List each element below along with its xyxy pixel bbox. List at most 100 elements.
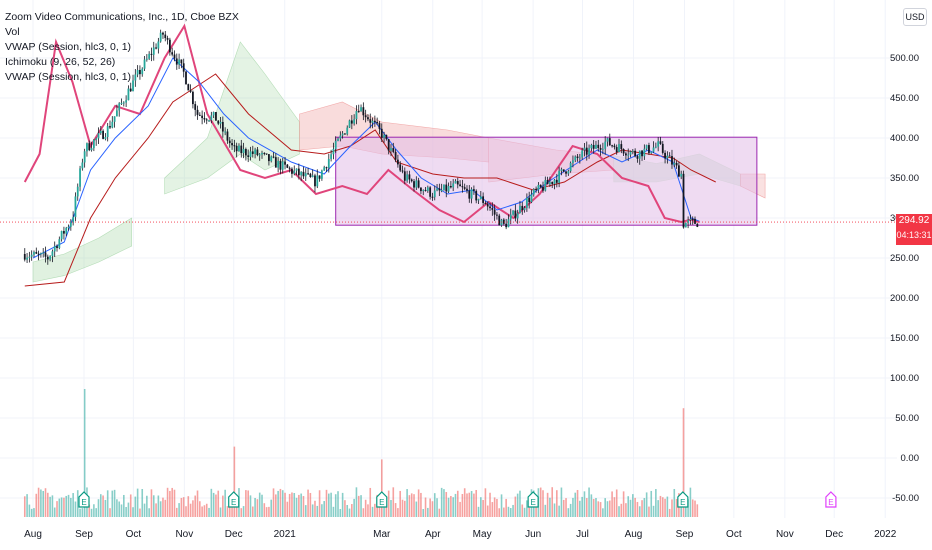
candle-body <box>235 145 238 152</box>
volume-bar <box>81 508 84 517</box>
volume-bar <box>256 499 259 517</box>
legend-vwap-1[interactable]: VWAP (Session, hlc3, 0, 1) <box>5 41 132 53</box>
volume-bar <box>233 446 236 517</box>
candle-body <box>33 252 35 255</box>
earnings-icon[interactable] <box>376 491 388 508</box>
volume-bar <box>491 502 494 517</box>
volume-bar <box>357 495 360 517</box>
volume-bar <box>49 496 51 517</box>
candle-body <box>449 186 452 188</box>
candle-body <box>383 134 385 138</box>
candle-body <box>562 169 565 172</box>
earnings-icon[interactable] <box>78 491 90 508</box>
volume-bar <box>173 489 176 517</box>
earnings-icon-label: E <box>379 498 384 507</box>
earnings-icon[interactable] <box>677 491 689 508</box>
currency-button[interactable]: USD <box>903 8 927 26</box>
legend-title[interactable]: Zoom Video Communications, Inc., 1D, Cbo… <box>5 11 239 23</box>
candle-body <box>228 140 231 144</box>
candle-body <box>251 151 254 154</box>
candle-body <box>81 162 84 169</box>
volume-bar <box>539 487 542 517</box>
volume-bar <box>452 497 454 517</box>
volume-bar <box>72 493 74 517</box>
candle-body <box>493 209 496 215</box>
time-tick-label: Nov <box>175 529 193 540</box>
volume-bar <box>447 497 450 517</box>
volume-bar <box>590 494 593 517</box>
candle-body <box>127 88 130 101</box>
candle-body <box>120 102 123 104</box>
volume-bar <box>443 489 445 517</box>
volume-bar <box>346 504 349 517</box>
time-axis[interactable]: Aug Sep Oct Nov Dec 2021 Mar Apr May Jun Jul Aug Sep… <box>24 529 897 540</box>
volume-bar <box>79 508 81 517</box>
candle-body <box>268 154 270 162</box>
earnings-icon[interactable] <box>228 491 240 508</box>
candle-body <box>46 256 49 260</box>
candle-body <box>330 154 333 159</box>
candle-body <box>507 219 510 228</box>
candle-body <box>502 219 505 224</box>
volume-bar <box>298 494 300 517</box>
candle-body <box>668 155 671 157</box>
legend-vol[interactable]: Vol <box>5 26 20 38</box>
volume-bar <box>689 487 692 517</box>
legend-ichimoku[interactable]: Ichimoku (9, 26, 52, 26) <box>5 56 116 68</box>
volume-bar <box>224 489 226 517</box>
candle-body <box>509 214 512 220</box>
candle-body <box>318 175 321 179</box>
candle-body <box>666 155 669 159</box>
volume-bar <box>125 506 127 517</box>
volume-bar <box>503 507 505 517</box>
volume-bar <box>141 489 144 517</box>
candle-body <box>86 143 88 152</box>
volume-bar <box>139 508 141 517</box>
volume-bar <box>466 493 468 517</box>
volume-bar <box>576 489 579 517</box>
candle-body <box>136 69 139 75</box>
earnings-icon[interactable] <box>527 491 539 508</box>
earnings-icon[interactable] <box>825 491 837 508</box>
volume-bar <box>629 499 632 517</box>
volume-bar <box>258 492 261 517</box>
candle-body <box>284 161 286 165</box>
price-range-rectangle[interactable] <box>335 136 758 226</box>
volume-bar <box>284 492 286 517</box>
candle-body <box>560 169 563 171</box>
volume-bar <box>445 492 448 517</box>
volume-bar <box>595 498 597 517</box>
candle-body <box>155 47 157 49</box>
candle-body <box>357 111 360 113</box>
volume-bar <box>493 497 496 517</box>
volume-bar <box>33 508 35 517</box>
candle-body <box>565 171 567 174</box>
candle-body <box>415 180 418 188</box>
volume-bar <box>268 506 270 517</box>
candle-body <box>454 181 457 184</box>
candle-body <box>339 135 342 139</box>
volume-bar <box>369 487 372 517</box>
candle-body <box>684 222 687 228</box>
volume-bar <box>551 487 554 517</box>
price-axis[interactable]: 500.00450.00400.00350.00300.00250.00200.… <box>890 11 919 504</box>
candle-body <box>525 197 528 208</box>
legend-vwap-2[interactable]: VWAP (Session, hlc3, 0, 1) <box>5 71 132 83</box>
volume-bar <box>397 508 399 517</box>
volume-bar <box>249 495 252 517</box>
volume-bar <box>496 498 498 517</box>
volume-bar <box>519 490 521 517</box>
volume-bar <box>664 498 666 517</box>
candle-body <box>468 190 471 199</box>
candle-body <box>486 204 489 207</box>
volume-bar <box>638 506 641 517</box>
volume-bar <box>625 503 627 517</box>
volume-bar <box>231 501 233 517</box>
volume-bar <box>516 493 519 517</box>
candle-body <box>39 253 42 255</box>
bar-countdown: 04:13:31 <box>896 230 932 240</box>
candle-body <box>452 183 455 188</box>
candle-body <box>332 148 335 155</box>
